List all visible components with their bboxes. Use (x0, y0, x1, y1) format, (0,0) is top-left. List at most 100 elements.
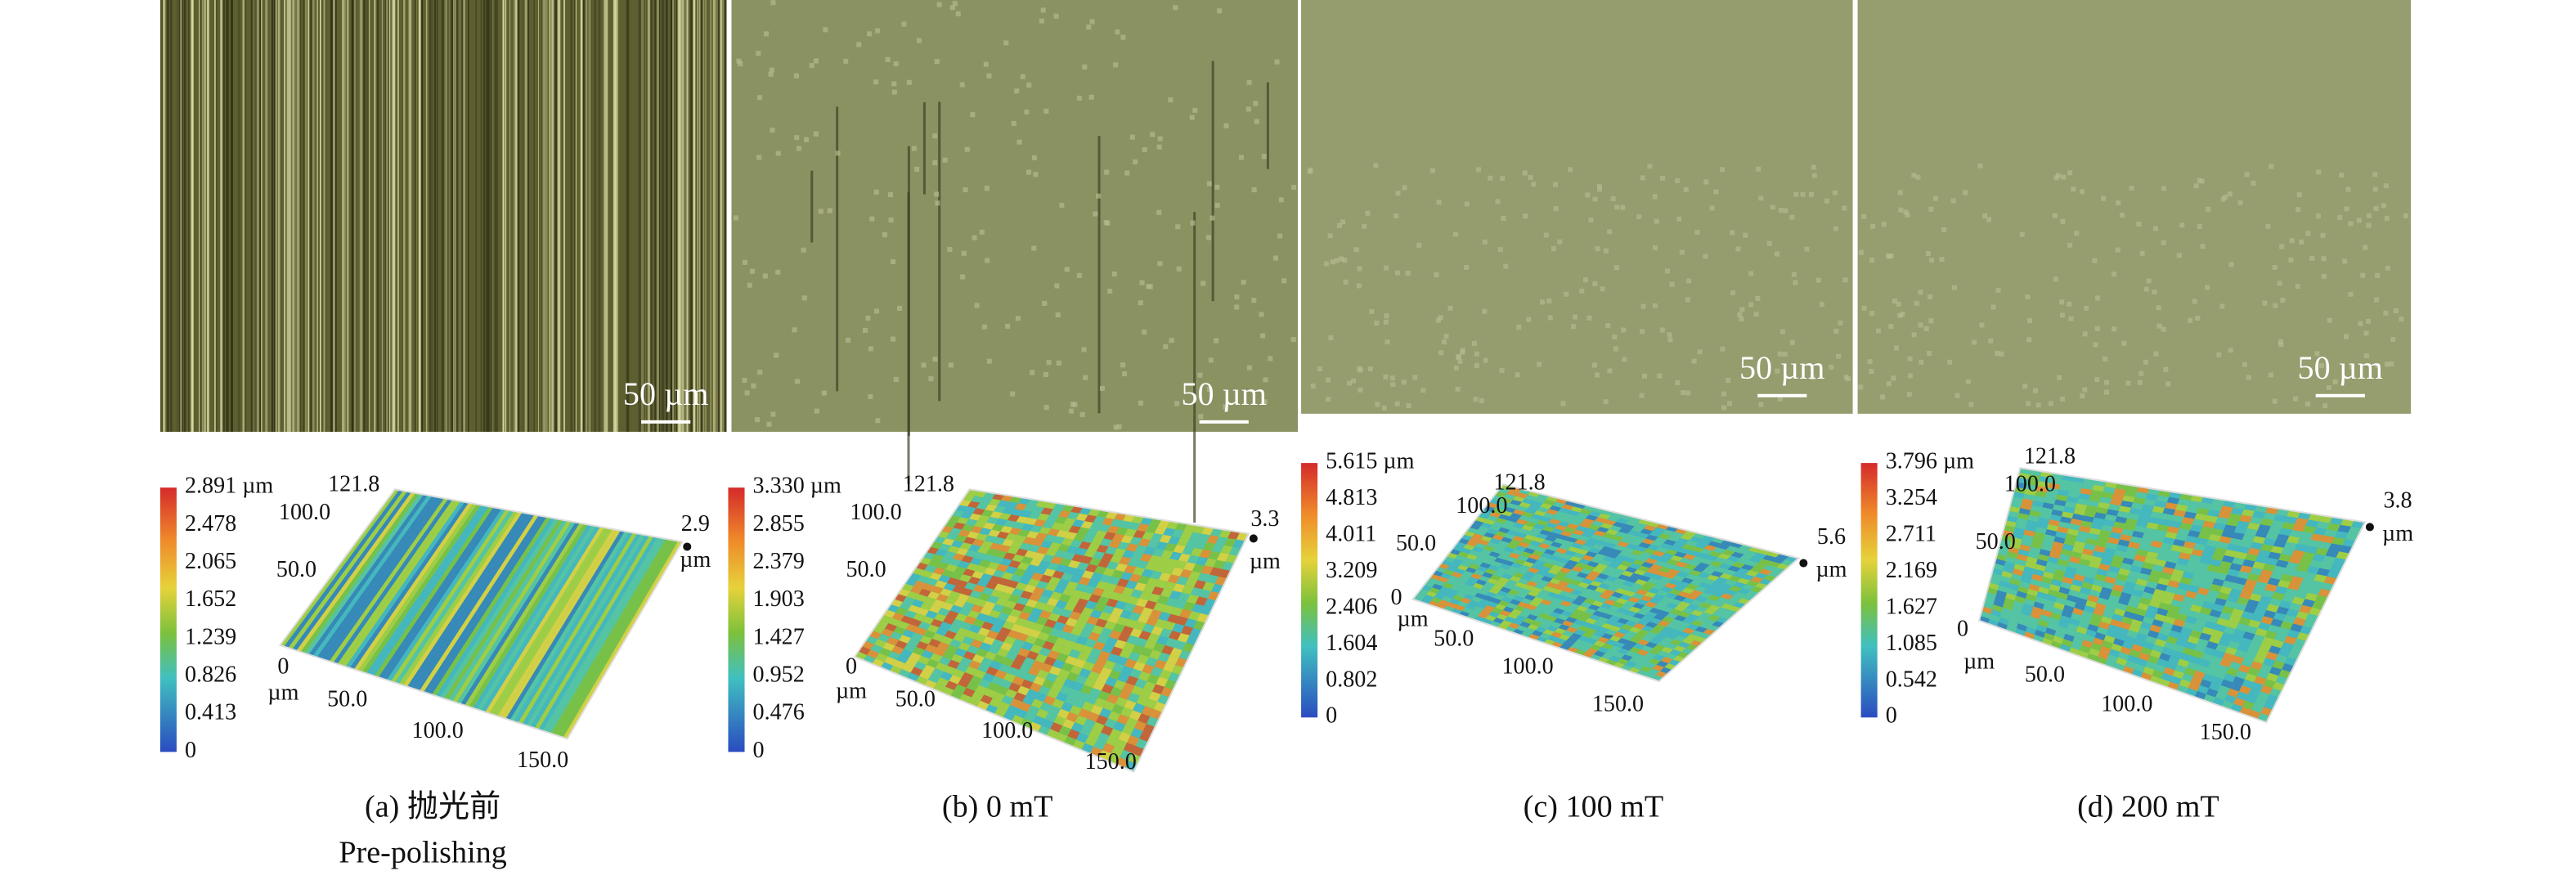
surface-cell (2114, 578, 2126, 587)
surface-cell (1127, 558, 1140, 568)
speck (1079, 411, 1085, 417)
scratch (319, 0, 322, 432)
speck (2299, 239, 2304, 245)
scratch (649, 0, 653, 432)
surface-cell (1615, 598, 1628, 604)
surface-cell (943, 616, 956, 625)
surface-cell (2116, 657, 2128, 667)
surface-cell (1591, 507, 1605, 514)
speck (1412, 375, 1418, 380)
surface-cell (2126, 630, 2138, 639)
surface-cell (1120, 535, 1133, 544)
speck (756, 95, 763, 101)
speck (1531, 182, 1537, 187)
speck (1932, 195, 1938, 201)
surface-cell (1552, 501, 1565, 508)
speck (1214, 203, 1220, 209)
surface-cell (1596, 527, 1609, 533)
speck (914, 166, 920, 172)
speck (1082, 64, 1088, 70)
surface-cell (2209, 559, 2222, 567)
surface-cell (918, 622, 931, 631)
speck (2223, 194, 2228, 200)
surface-cell (2069, 486, 2082, 494)
surface-cell (1997, 585, 2008, 593)
surface-cell (1648, 668, 1660, 676)
surface-cell (2170, 624, 2183, 633)
surface-cell (1034, 532, 1048, 541)
surface-cell (2286, 608, 2300, 617)
surface-cell (2015, 628, 2026, 637)
speck (1861, 213, 1867, 219)
surface-cell (1678, 611, 1691, 618)
surface-cell (1486, 515, 1498, 522)
scratch (253, 0, 254, 432)
surface-cell (2260, 663, 2273, 673)
speck (970, 112, 976, 118)
surface-cell (2098, 563, 2111, 572)
scratch (359, 0, 362, 432)
surface-cell (1577, 635, 1590, 642)
surface-cell (958, 560, 971, 569)
speck (1495, 199, 1501, 204)
surface-cell (1454, 604, 1465, 612)
speck (1939, 256, 1945, 262)
colorbar-label: 0.952 (753, 662, 805, 688)
surface-cell (956, 547, 969, 556)
speck (1367, 366, 1373, 372)
surface-cell (1174, 560, 1187, 569)
surface-cell (991, 639, 1004, 649)
surface-cell (2094, 631, 2107, 641)
scratch (191, 0, 193, 432)
surface-cell (1519, 515, 1531, 522)
speck (2125, 380, 2131, 386)
surface-cell (2097, 535, 2110, 543)
surface-cell (2184, 641, 2197, 650)
surface-cell (1028, 544, 1041, 553)
surface-cell (960, 587, 973, 596)
surface-cell (2081, 640, 2094, 649)
surface-cell (2078, 525, 2091, 533)
axis-label: µm (267, 680, 298, 706)
surface-cell (1048, 613, 1061, 622)
surface-cell (1519, 488, 1531, 496)
surface-cell (1613, 611, 1625, 618)
surface-cell (1506, 529, 1519, 537)
surface-cell (988, 644, 1001, 655)
surface-cell (2331, 537, 2345, 546)
speck (1766, 240, 1772, 246)
surface-cell (2201, 601, 2215, 610)
surface-cell (1546, 545, 1560, 552)
speck (2019, 231, 2025, 237)
surface-cell (947, 546, 960, 554)
speck (935, 200, 940, 206)
surface-cell (1609, 625, 1622, 632)
surface-cell (1995, 554, 2008, 562)
surface-cell (2134, 492, 2148, 500)
surface-cell (1006, 580, 1019, 589)
surface-cell (1997, 622, 2008, 631)
surface-cell (1752, 552, 1767, 559)
speck (1476, 167, 1482, 173)
axis-label: 121.8 (1493, 470, 1545, 496)
surface-cell (1597, 646, 1610, 653)
micrograph-background (731, 0, 1299, 432)
surface-cell (1070, 722, 1084, 733)
speck (1260, 333, 1266, 339)
surface-cell (2264, 583, 2278, 592)
surface-cell (1458, 611, 1470, 617)
surface-cell (1643, 548, 1657, 554)
surface-cell (2215, 517, 2229, 525)
speck (1238, 155, 1244, 160)
speck (1713, 189, 1719, 195)
surface-cell (1165, 559, 1178, 568)
surface-cell (1072, 519, 1085, 528)
surface-cell (1093, 516, 1106, 524)
surface-cell (1486, 541, 1498, 548)
surface-cell (2165, 610, 2179, 619)
surface-cell (2053, 568, 2066, 577)
caption: (a) 抛光前 (365, 788, 500, 824)
speck (2195, 316, 2201, 321)
surface-cell (2023, 566, 2035, 574)
surface-cell (2032, 634, 2044, 644)
